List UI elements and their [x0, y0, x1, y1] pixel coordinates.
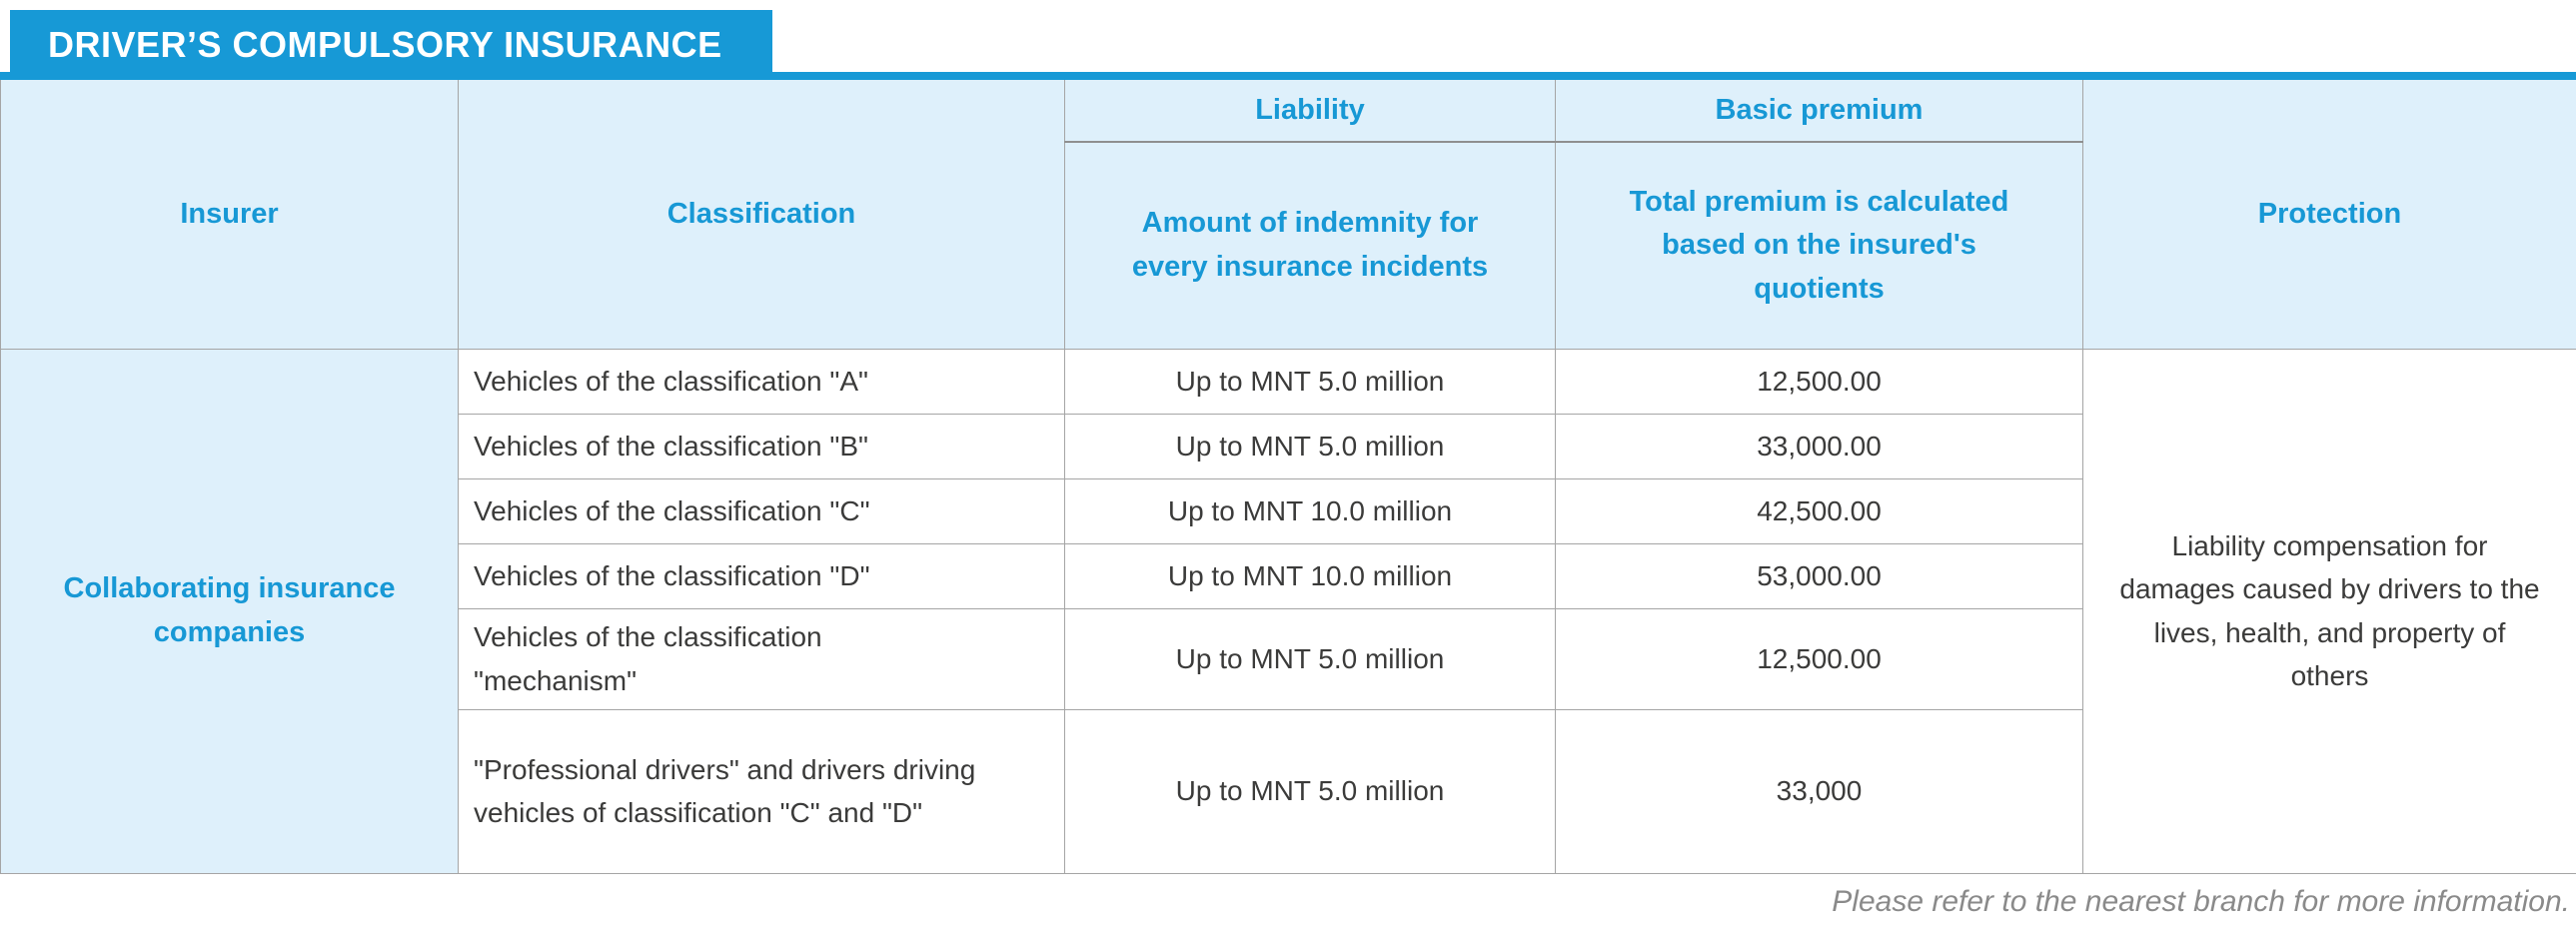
table-row: Vehicles of the classification "mechanis…: [1, 607, 2576, 710]
cell-liability: Up to MNT 5.0 million: [1064, 413, 1556, 479]
cell-classification: Vehicles of the classification "A": [458, 348, 1065, 415]
insurance-table: Insurer Classification Liability Basic p…: [0, 72, 2576, 874]
cell-classification: Vehicles of the classification "B": [458, 413, 1065, 479]
header-cell-protection: Protection: [2082, 75, 2576, 350]
cell-classification: Vehicles of the classification "mechanis…: [458, 607, 1065, 710]
page-title-banner: DRIVER’S COMPULSORY INSURANCE: [10, 10, 772, 79]
cell-liability: Up to MNT 5.0 million: [1064, 348, 1556, 415]
footer-note: Please refer to the nearest branch for m…: [1832, 885, 2570, 918]
header-cell-premium-sub: Total premium is calculated based on the…: [1555, 141, 2083, 350]
header-row-groups: Insurer Classification Liability Basic p…: [0, 75, 2576, 350]
cell-insurer-merged: Collaborating insurance companies: [0, 348, 459, 874]
cell-liability: Up to MNT 5.0 million: [1064, 708, 1556, 874]
insurance-table-container: Insurer Classification Liability Basic p…: [0, 72, 2576, 874]
cell-liability: Up to MNT 10.0 million: [1064, 477, 1556, 544]
cell-premium: 33,000.00: [1555, 413, 2083, 479]
cell-premium: 12,500.00: [1555, 607, 2083, 710]
cell-premium: 42,500.00: [1555, 477, 2083, 544]
cell-classification: Vehicles of the classification "D": [458, 542, 1065, 609]
table-row: Vehicles of the classification "B" Up to…: [1, 413, 2576, 479]
cell-liability: Up to MNT 10.0 million: [1064, 542, 1556, 609]
table-row: Collaborating insurance companies Vehicl…: [0, 348, 2576, 874]
cell-classification: "Professional drivers" and drivers drivi…: [458, 708, 1065, 874]
header-cell-classification: Classification: [458, 75, 1065, 350]
cell-premium: 12,500.00: [1555, 348, 2083, 415]
header-cell-liability: Liability: [1064, 75, 1556, 143]
table-row: "Professional drivers" and drivers drivi…: [1, 708, 2576, 874]
cell-protection-merged: Liability compensation for damages cause…: [2082, 348, 2576, 874]
table-row: Vehicles of the classification "C" Up to…: [1, 477, 2576, 544]
header-cell-basic-premium: Basic premium: [1555, 75, 2083, 143]
cell-premium: 53,000.00: [1555, 542, 2083, 609]
table-row: Vehicles of the classification "D" Up to…: [1, 542, 2576, 609]
cell-classification: Vehicles of the classification "C": [458, 477, 1065, 544]
cell-premium: 33,000: [1555, 708, 2083, 874]
page-title: DRIVER’S COMPULSORY INSURANCE: [48, 23, 722, 65]
header-cell-liability-sub: Amount of indemnity for every insurance …: [1064, 141, 1556, 350]
header-row-subheaders: Amount of indemnity for every insurance …: [1, 141, 2576, 350]
header-cell-insurer: Insurer: [0, 75, 459, 350]
cell-liability: Up to MNT 5.0 million: [1064, 607, 1556, 710]
